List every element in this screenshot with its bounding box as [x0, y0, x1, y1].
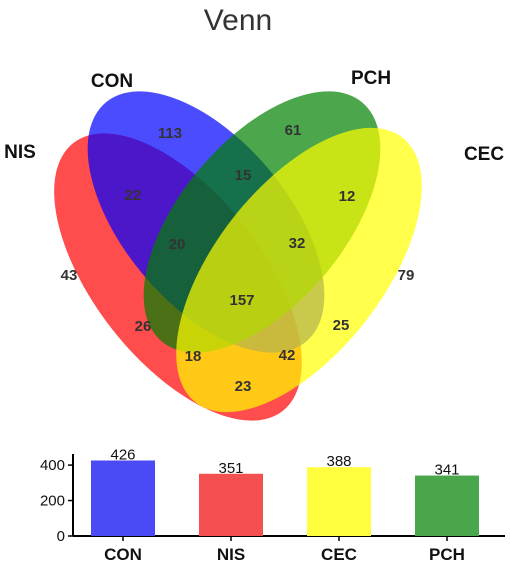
bar-value-label-con: 426 — [110, 446, 135, 463]
venn-region-nis-pch-cec: 42 — [279, 347, 296, 364]
y-tick-label: 200 — [40, 493, 65, 510]
venn-region-con-pch-cec: 32 — [289, 235, 306, 252]
venn-region-con-pch: 15 — [235, 167, 252, 184]
venn-diagram: NIS CON PCH CEC 43 113 61 79 22 15 12 20 32 157 26 25 18… — [4, 68, 504, 421]
bar-pch — [415, 475, 479, 536]
x-tick-label-con: CON — [104, 545, 142, 564]
x-tick-label-nis: NIS — [217, 545, 245, 564]
bar-value-label-nis: 351 — [218, 460, 243, 477]
x-tick-label-pch: PCH — [429, 545, 465, 564]
y-tick-label: 400 — [40, 457, 65, 474]
venn-region-nis-con-cec: 18 — [185, 348, 202, 365]
x-tick-label-cec: CEC — [321, 545, 357, 564]
bar-nis — [199, 473, 263, 536]
venn-region-con: 113 — [158, 125, 182, 142]
bar-con — [91, 460, 155, 536]
bar-value-label-pch: 341 — [434, 462, 459, 479]
bar-value-label-cec: 388 — [326, 453, 351, 470]
venn-region-cec: 79 — [398, 267, 415, 284]
venn-region-pch: 61 — [285, 122, 302, 139]
y-tick-label: 0 — [57, 528, 65, 545]
venn-region-nis-con: 22 — [125, 187, 142, 204]
venn-region-nis-cec: 23 — [235, 378, 252, 395]
venn-region-nis-pch: 26 — [135, 318, 152, 335]
venn-set-cec-ellipse — [176, 127, 422, 413]
venn-set-label-cec: CEC — [464, 144, 504, 165]
chart-title: Venn — [204, 4, 272, 37]
bar-chart: 0 200 400 426 CON 351 NIS 388 CEC 341 PCH — [40, 446, 505, 564]
venn-region-nis-con-pch: 20 — [169, 236, 186, 253]
venn-region-nis: 43 — [61, 267, 78, 284]
venn-region-nis-con-pch-cec: 157 — [229, 292, 254, 309]
bar-cec — [307, 467, 371, 536]
venn-set-label-pch: PCH — [351, 68, 391, 89]
venn-region-pch-cec: 12 — [339, 188, 356, 205]
venn-region-con-cec: 25 — [333, 317, 350, 334]
venn-set-label-nis: NIS — [4, 142, 36, 163]
venn-set-label-con: CON — [91, 71, 133, 92]
